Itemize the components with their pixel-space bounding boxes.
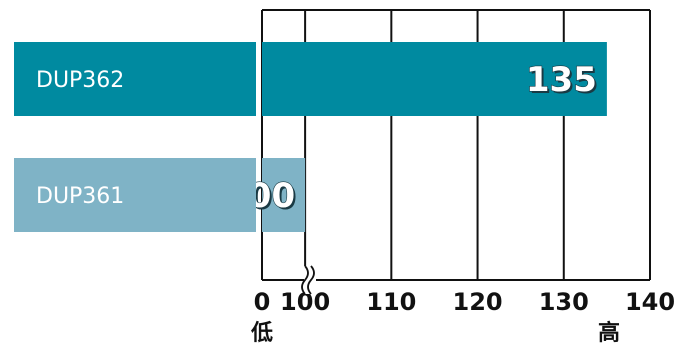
x-tick-label-140: 140 bbox=[625, 288, 675, 316]
axis-high-label: 高 bbox=[598, 320, 620, 346]
x-axis-ticks: 0 100 110 120 130 140 bbox=[254, 265, 675, 316]
axis-low-label: 低 bbox=[250, 321, 273, 346]
x-tick-label-0: 0 bbox=[254, 288, 271, 316]
category-box-dup362 bbox=[14, 42, 256, 116]
bar-dup362 bbox=[262, 42, 607, 116]
value-label-dup362: 135 bbox=[526, 60, 597, 100]
category-labels: DUP362 DUP361 bbox=[14, 42, 256, 232]
x-tick-label-120: 120 bbox=[453, 288, 503, 316]
axis-break-mark-left bbox=[301, 265, 309, 295]
axis-break-mark-right bbox=[307, 265, 315, 295]
x-tick-label-130: 130 bbox=[539, 288, 589, 316]
category-box-dup361 bbox=[14, 158, 256, 232]
bar-dup361 bbox=[262, 158, 306, 232]
value-label-shadow-dup362: 135 bbox=[528, 62, 599, 102]
category-label-dup361: DUP361 bbox=[36, 184, 124, 209]
category-label-dup362: DUP362 bbox=[36, 68, 124, 93]
x-tick-label-110: 110 bbox=[366, 288, 416, 316]
